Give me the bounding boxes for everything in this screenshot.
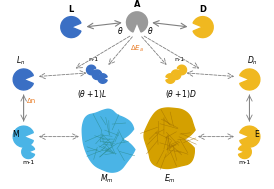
Text: m-1: m-1 (238, 160, 251, 165)
Wedge shape (193, 17, 213, 38)
Wedge shape (240, 126, 260, 147)
Wedge shape (127, 12, 147, 32)
Text: L: L (69, 5, 74, 14)
Text: θ: θ (148, 27, 153, 36)
Wedge shape (177, 65, 187, 75)
Text: n-1: n-1 (175, 57, 185, 62)
Text: $\Delta E_a$: $\Delta E_a$ (130, 44, 144, 54)
Text: A: A (134, 0, 140, 9)
Text: $(\theta+1)D$: $(\theta+1)D$ (165, 88, 197, 100)
Text: $(\theta+1)L$: $(\theta+1)L$ (77, 88, 107, 100)
Wedge shape (61, 17, 81, 38)
Text: m-1: m-1 (22, 160, 35, 165)
Polygon shape (82, 109, 135, 172)
Wedge shape (87, 65, 96, 75)
Wedge shape (22, 145, 35, 159)
Text: n-1: n-1 (88, 57, 98, 62)
Wedge shape (98, 74, 107, 83)
Text: $L_n$: $L_n$ (16, 55, 25, 67)
Text: E: E (254, 130, 259, 139)
Wedge shape (166, 74, 175, 83)
Wedge shape (13, 126, 33, 147)
Text: Δn: Δn (27, 98, 36, 104)
Text: M: M (12, 130, 19, 139)
Text: θ: θ (118, 27, 122, 36)
Text: D: D (199, 5, 206, 14)
Wedge shape (172, 70, 181, 80)
Text: $D_n$: $D_n$ (247, 55, 258, 67)
Text: $E_m$: $E_m$ (164, 173, 176, 185)
Wedge shape (238, 145, 251, 159)
Wedge shape (13, 69, 33, 90)
Wedge shape (92, 70, 101, 80)
Text: $M_m$: $M_m$ (100, 173, 113, 185)
Wedge shape (240, 69, 260, 90)
Polygon shape (144, 108, 195, 168)
